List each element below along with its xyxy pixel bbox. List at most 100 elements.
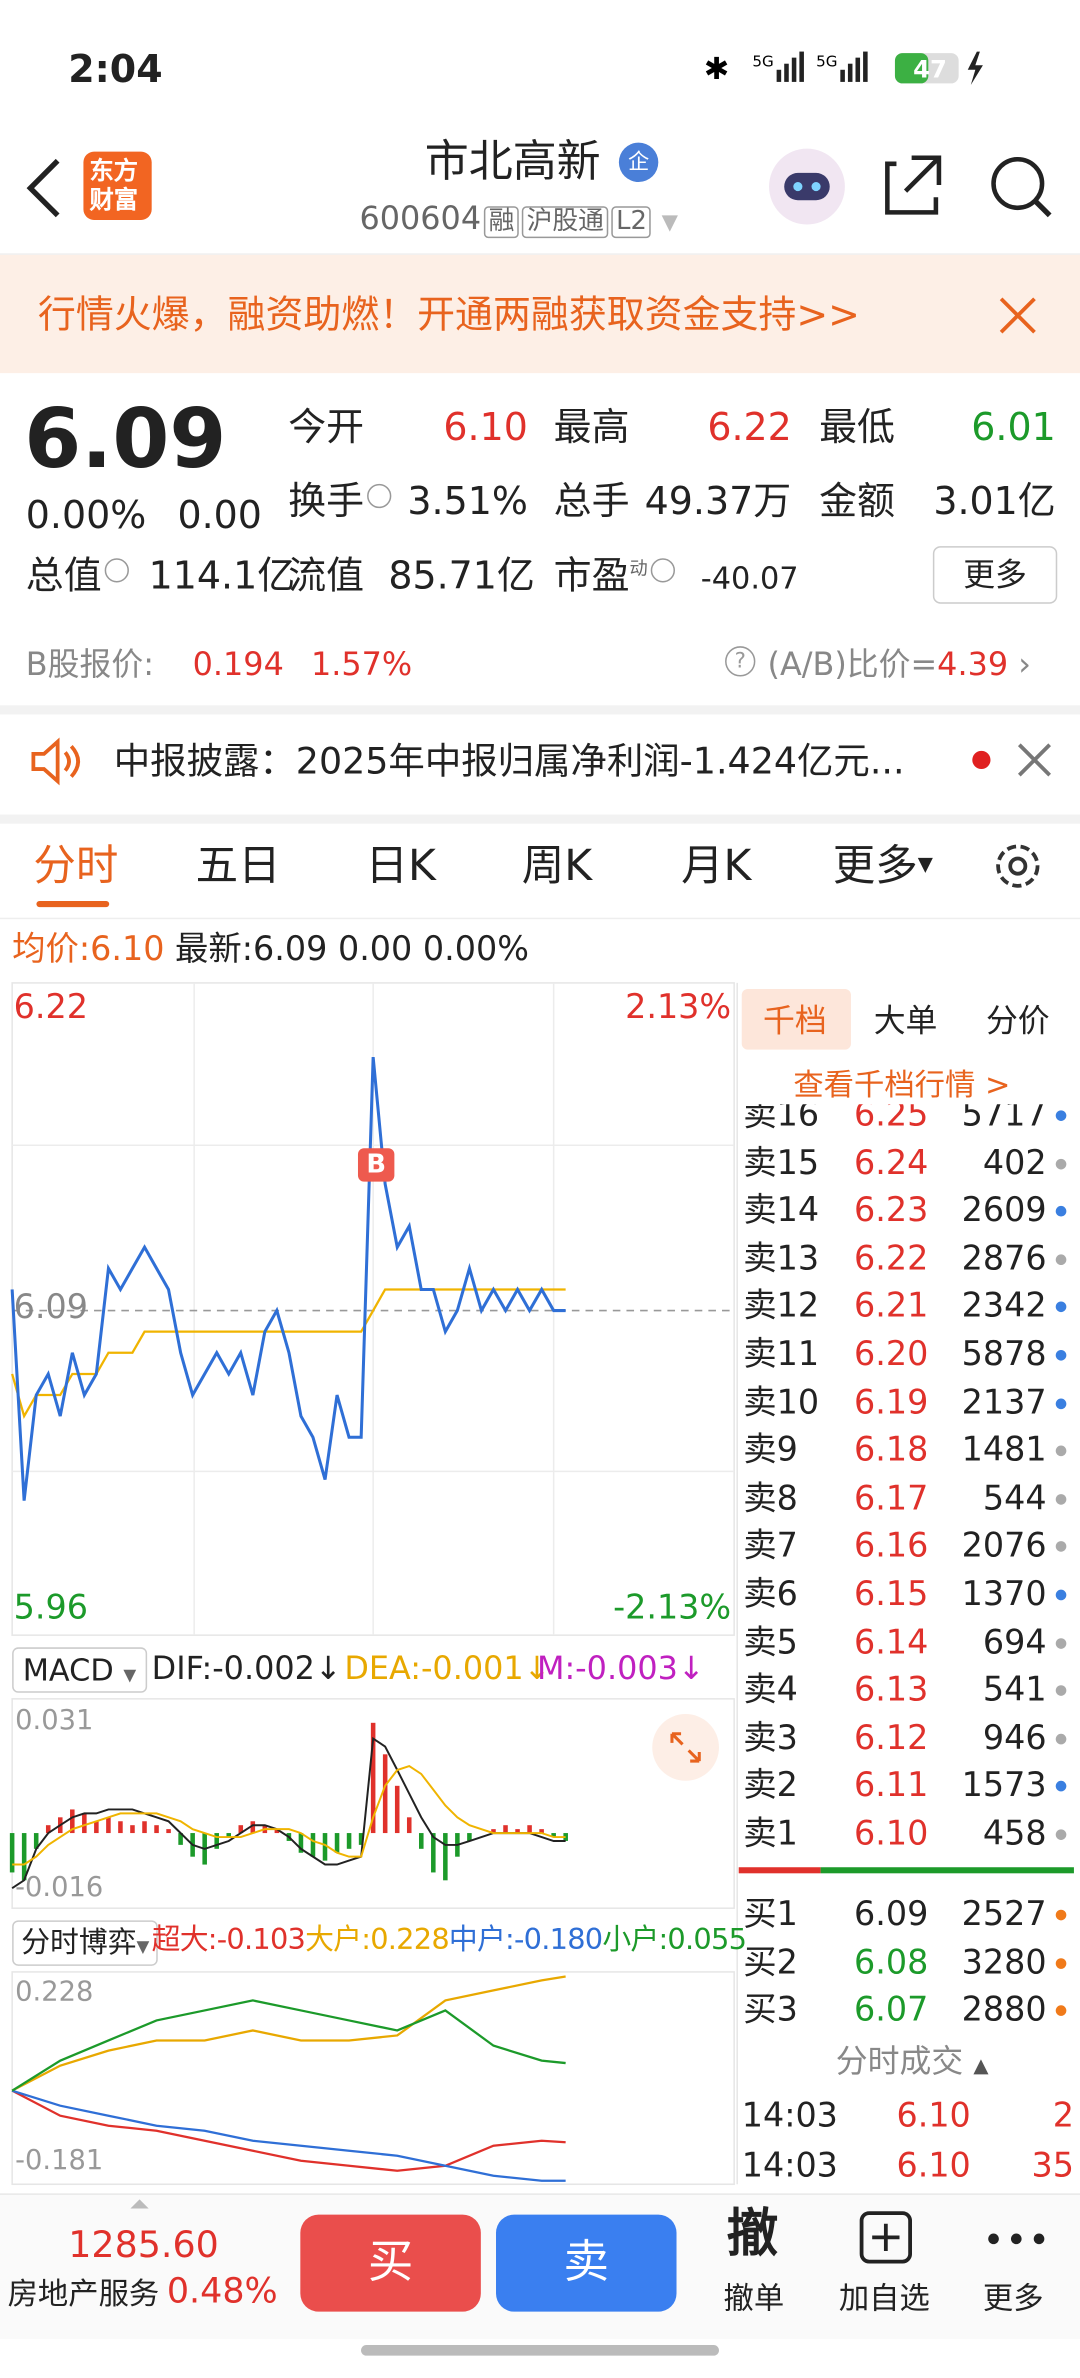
stock-code-row: 600604 融沪股通 L2 ▼: [359, 200, 678, 239]
book-price: 6.17: [854, 1480, 929, 1519]
field-value: 3.01亿: [933, 479, 1056, 524]
field-label: 最低: [819, 404, 895, 449]
book-level: 卖5: [743, 1623, 798, 1662]
change-pct: 0.00%: [25, 492, 147, 537]
tab[interactable]: 周K: [521, 840, 593, 891]
buy-button[interactable]: 买: [300, 2214, 481, 2312]
tag: 融: [484, 206, 520, 239]
status-time: 2:04: [68, 47, 163, 92]
tab[interactable]: 分时: [33, 840, 119, 891]
book-volume: 946: [982, 1719, 1047, 1758]
y-tick-label: 6.09: [13, 1289, 88, 1328]
cancel-label[interactable]: 撤单: [723, 2279, 785, 2317]
macd-bar: [334, 1833, 340, 1853]
macd-bar: [370, 1722, 376, 1834]
book-price: 6.19: [854, 1384, 929, 1423]
header-actions[interactable]: [766, 146, 1069, 231]
y-tick-label: 0.031: [15, 1704, 94, 1737]
legend-entry: 小户:0.055: [602, 1923, 747, 1957]
change: 0.00: [177, 492, 262, 537]
more-icon[interactable]: [986, 2230, 1047, 2248]
book-dot: [1055, 1957, 1067, 1969]
book-price: 6.22: [854, 1240, 929, 1279]
y-tick-label: 6.22: [13, 988, 88, 1027]
status-icons: ✱ 5G 5G: [704, 51, 983, 87]
tab[interactable]: 月K: [681, 840, 752, 891]
bshare-price: 0.194: [192, 646, 284, 683]
book-dot: [1055, 1158, 1067, 1169]
macd-bar: [21, 1833, 27, 1881]
flow-selector[interactable]: 分时博弈▼: [12, 1920, 159, 1966]
book-tab[interactable]: 分价: [985, 1002, 1050, 1040]
book-volume: 694: [982, 1623, 1047, 1662]
tab[interactable]: 五日: [195, 840, 281, 891]
sector-index: 1285.60: [68, 2223, 219, 2267]
tab[interactable]: 日K: [365, 840, 436, 891]
legend-entry: 大户:0.228: [305, 1923, 450, 1957]
field-value: 6.10: [443, 404, 528, 449]
last-pct: 0.00%: [422, 931, 529, 970]
trades-title[interactable]: 分时成交 ▲: [835, 2043, 989, 2080]
book-dot: [1055, 1541, 1067, 1553]
macd-bar: [491, 1829, 496, 1834]
trade-time: 14:03: [741, 2097, 838, 2136]
book-dot: [1055, 1206, 1067, 1217]
notice-text[interactable]: 中报披露：2025年中报归属净利润-1.424亿元...: [113, 740, 905, 783]
more-label[interactable]: 更多: [982, 2279, 1044, 2317]
tab[interactable]: 更多▼: [832, 840, 933, 891]
book-link[interactable]: 查看千档行情 >: [793, 1066, 1011, 1103]
book-dot: [1055, 1781, 1067, 1792]
flow-line: [11, 2089, 566, 2182]
macd-bar: [250, 1821, 256, 1834]
book-tab[interactable]: 千档: [762, 1002, 827, 1040]
more-button[interactable]: 更多: [932, 546, 1058, 604]
book-dot: [1055, 1110, 1067, 1121]
book-volume: 5717: [961, 1104, 1047, 1135]
book-dot: [1055, 1302, 1067, 1313]
help-icon[interactable]: ?: [725, 646, 756, 677]
home-indicator: [361, 2345, 719, 2356]
close-icon[interactable]: [998, 296, 1037, 335]
promo-text: 行情火爆，融资助燃！开通两融获取资金支持>>: [37, 292, 860, 337]
add-icon[interactable]: [859, 2210, 914, 2265]
book-volume: 402: [982, 1144, 1047, 1183]
divider: [0, 917, 1080, 920]
ab-ratio-label: (A/B)比价=: [767, 646, 938, 683]
cancel-icon[interactable]: 撤: [726, 2203, 779, 2265]
field-value: 3.51%: [407, 479, 528, 524]
tab-active-bg: [741, 988, 851, 1050]
ab-ratio[interactable]: (A/B)比价=4.39 ›: [767, 646, 1031, 683]
promo-banner[interactable]: 行情火爆，融资助燃！开通两融获取资金支持>>: [0, 254, 1080, 374]
book-volume: 2076: [961, 1528, 1047, 1566]
book-volume: 2137: [961, 1384, 1047, 1423]
flow-line: [11, 2089, 566, 2172]
indicator-selector[interactable]: MACD ▼: [12, 1647, 147, 1693]
buy-book: 买1 6.09 2527 买2 6.08 3280 买3 6.07 2880: [739, 1888, 1080, 2032]
app-logo: 东方 财富: [83, 151, 152, 220]
trade-price: 6.10: [896, 2147, 971, 2186]
sell-button[interactable]: 卖: [496, 2214, 677, 2312]
expand-arrow[interactable]: [130, 2199, 149, 2209]
macd-bar: [70, 1809, 75, 1834]
book-tab[interactable]: 大单: [873, 1002, 938, 1040]
add-label[interactable]: 加自选: [838, 2279, 930, 2317]
close-icon[interactable]: [1016, 742, 1052, 778]
tab-indicator: [36, 901, 110, 908]
book-price: 6.20: [854, 1336, 929, 1375]
macd-bar: [467, 1833, 472, 1841]
flow-line: [11, 1999, 566, 2092]
book-level: 卖12: [743, 1288, 820, 1327]
book-volume: 2527: [961, 1896, 1047, 1934]
macd-bar: [82, 1813, 87, 1834]
price-line: [10, 1056, 566, 1501]
settings-icon[interactable]: [991, 839, 1046, 894]
back-button[interactable]: [21, 155, 67, 222]
book-level: 卖11: [743, 1336, 820, 1375]
expand-button[interactable]: [652, 1714, 719, 1781]
book-price: 6.07: [854, 1991, 929, 2030]
avg-label: 均价:: [12, 931, 91, 970]
book-dot: [1055, 1685, 1067, 1697]
battery-level: 47: [913, 54, 947, 84]
field-value: 85.71亿: [388, 553, 535, 598]
trade-marker[interactable]: B: [357, 1148, 395, 1182]
